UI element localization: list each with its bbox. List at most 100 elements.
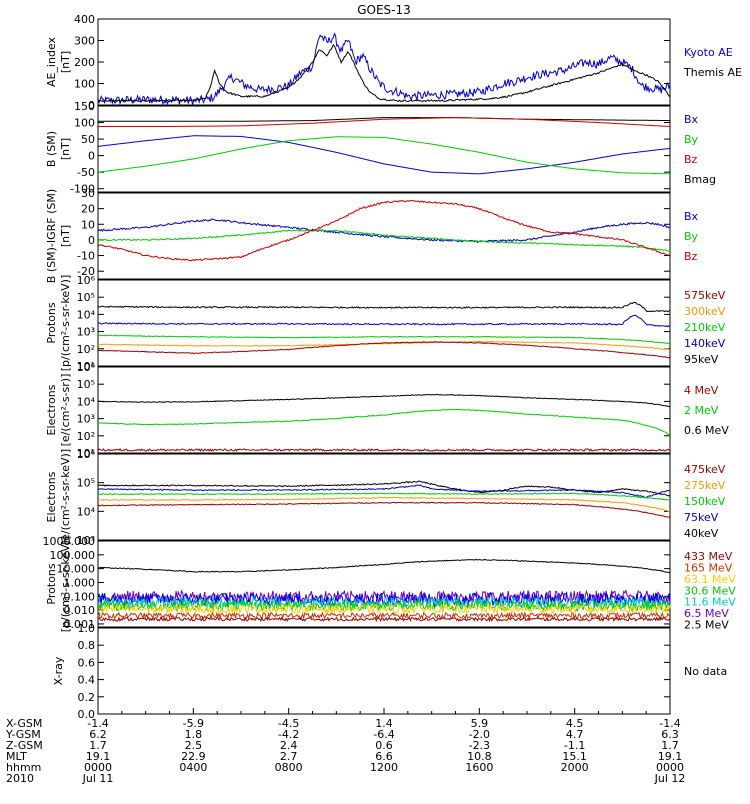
x-row-value: -4.5 xyxy=(278,717,299,730)
y-tick-label: 10³ xyxy=(77,534,95,547)
legend-entry: Kyoto AE xyxy=(684,46,733,59)
legend-entry: Bx xyxy=(684,113,699,126)
legend-entry: 75keV xyxy=(684,511,719,524)
y-tick-label: 10.000 xyxy=(57,563,96,576)
y-tick-label: 10¹ xyxy=(77,447,95,460)
legend-entry: 275keV xyxy=(684,479,726,492)
y-tick-label: -100 xyxy=(70,183,95,196)
y-tick-label: 10⁵ xyxy=(77,378,95,391)
y-axis-label: Electrons xyxy=(45,471,58,522)
x-row-value: 22.9 xyxy=(181,750,206,763)
x-row-value: -4.2 xyxy=(278,728,299,741)
series-line-140kev xyxy=(97,314,671,328)
x-row-value: -2.0 xyxy=(469,728,490,741)
legend-entry: 433 MeV xyxy=(684,550,733,563)
series-line-275kev xyxy=(98,496,671,512)
series-line-2.5-mev xyxy=(97,558,671,574)
x-row-value: -2.3 xyxy=(469,739,490,752)
y-axis-label: AE_index xyxy=(45,36,58,87)
y-axis-label: Protons xyxy=(45,563,58,604)
y-tick-label: 10³ xyxy=(77,413,95,426)
y-tick-label: 0.8 xyxy=(78,639,96,652)
y-tick-label: 0.0 xyxy=(78,708,96,721)
y-tick-label: 10⁵ xyxy=(77,477,95,490)
series-line-575kev xyxy=(97,341,671,359)
x-row-label: hhmm xyxy=(6,761,41,774)
x-row-value: 6.3 xyxy=(661,728,679,741)
series-line-300kev xyxy=(97,340,671,351)
legend-entry: 63.1 MeV xyxy=(684,573,736,586)
legend-entry: By xyxy=(684,133,699,146)
y-tick-label: 0.010 xyxy=(64,604,96,617)
legend-entry: Bz xyxy=(684,153,698,166)
y-tick-label: -50 xyxy=(77,166,95,179)
series-line-bx xyxy=(97,218,671,243)
panel-2: -100 -50 0 50 100 150 B (SM) [nT] Bx By Bz Bmag xyxy=(45,100,716,196)
y-tick-label: 10⁶ xyxy=(77,274,96,287)
y-tick-label: 10⁴ xyxy=(77,395,96,408)
x-row-label: 2010 xyxy=(6,772,34,785)
y-axis-label: B (SM) xyxy=(45,131,58,167)
y-axis-label: Protons xyxy=(45,302,58,343)
y-tick-label: 20 xyxy=(81,203,95,216)
x-row-value: Jul 12 xyxy=(654,772,686,785)
y-tick-label: 10² xyxy=(77,343,95,356)
series-line-kyoto-ae xyxy=(97,32,671,106)
x-row-value: 10.8 xyxy=(467,750,492,763)
x-row-value: 1.7 xyxy=(661,739,679,752)
x-row-value: 0400 xyxy=(179,761,207,774)
legend-entry: 0.6 MeV xyxy=(684,424,729,437)
y-tick-label: 100.000 xyxy=(50,549,96,562)
x-row-value: 1.4 xyxy=(375,717,393,730)
legend-entry: 4 MeV xyxy=(684,384,719,397)
legend-entry: 11.6 MeV xyxy=(684,596,736,609)
x-row-label: Y-GSM xyxy=(5,728,41,741)
chart-title: GOES-13 xyxy=(357,3,411,17)
series-line-bz xyxy=(98,117,671,127)
y-tick-label: 10⁶ xyxy=(77,361,96,374)
y-axis-label: [e/(cm²-s-sr)] xyxy=(59,374,72,447)
series-line-95kev xyxy=(97,301,671,313)
y-tick-label: 1.000 xyxy=(64,576,96,589)
series-line-63.1-mev xyxy=(97,599,671,613)
series-line-by xyxy=(97,136,670,175)
legend-entry: 2.5 MeV xyxy=(684,619,729,632)
x-row-value: -1.4 xyxy=(659,717,680,730)
x-row-value: 0.6 xyxy=(375,739,393,752)
legend-entry: 210keV xyxy=(684,321,726,334)
legend-entry: 40keV xyxy=(684,527,719,540)
y-tick-label: 10⁶ xyxy=(77,448,96,461)
series-line-bmag xyxy=(98,117,671,122)
y-tick-label: 10¹ xyxy=(77,360,95,373)
y-tick-label: 200 xyxy=(74,56,95,69)
x-row-value: 0000 xyxy=(656,761,684,774)
legend-entry: By xyxy=(684,230,699,243)
series-line-themis-ae xyxy=(97,44,671,103)
legend-entry: 150keV xyxy=(684,495,726,508)
y-tick-label: 100 xyxy=(74,78,95,91)
y-tick-label: 300 xyxy=(74,35,95,48)
x-row-value: 6.2 xyxy=(89,728,107,741)
x-row-value: -1.4 xyxy=(87,717,108,730)
legend-entry: 95keV xyxy=(684,353,719,366)
y-tick-label: 0.100 xyxy=(64,590,96,603)
x-row-value: Jul 11 xyxy=(82,772,114,785)
x-row-value: 2.4 xyxy=(280,739,298,752)
x-row-value: 1.7 xyxy=(89,739,107,752)
y-tick-label: 150 xyxy=(74,100,95,113)
legend-entry: 300keV xyxy=(684,305,726,318)
y-axis-label: [e/(cm²-s-sr-keV)] xyxy=(59,449,72,545)
series-line-433-mev-b xyxy=(97,616,671,623)
x-row-value: 19.1 xyxy=(86,750,111,763)
x-row-value: -6.4 xyxy=(373,728,394,741)
legend-entry: 30.6 MeV xyxy=(684,584,736,597)
x-row-value: 1.8 xyxy=(185,728,203,741)
panel-frame xyxy=(97,540,671,628)
x-row-value: -5.9 xyxy=(183,717,204,730)
y-axis-label: B (SM)-IGRF (SM) xyxy=(45,189,58,283)
legend-entry: Themis AE xyxy=(683,66,742,79)
series-line-210kev xyxy=(97,334,671,345)
x-row-value: 0800 xyxy=(275,761,303,774)
series-line-bz xyxy=(97,199,671,262)
legend-entry: 475keV xyxy=(684,463,726,476)
